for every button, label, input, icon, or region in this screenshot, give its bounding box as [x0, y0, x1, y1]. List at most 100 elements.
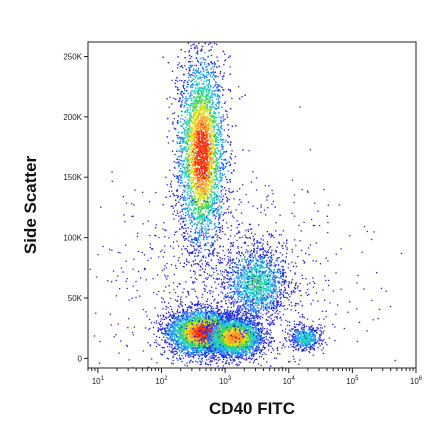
- event-dot: [219, 226, 222, 229]
- event-dot: [182, 170, 184, 173]
- event-dot: [177, 195, 180, 197]
- event-dot: [193, 210, 195, 212]
- event-dot: [224, 193, 227, 195]
- event-dot: [221, 274, 223, 276]
- event-dot: [188, 166, 191, 168]
- event-dot: [200, 215, 202, 217]
- event-dot: [186, 107, 188, 109]
- event-dot: [201, 107, 203, 109]
- event-dot: [233, 169, 235, 171]
- event-dot: [219, 229, 221, 231]
- event-dot: [184, 101, 186, 103]
- event-dot: [177, 162, 179, 164]
- event-dot: [193, 198, 195, 200]
- event-dot: [186, 150, 188, 152]
- event-dot: [199, 87, 201, 89]
- event-dot: [197, 127, 199, 129]
- event-dot: [194, 119, 196, 121]
- event-dot: [209, 180, 211, 182]
- event-dot: [193, 155, 195, 157]
- event-dot: [182, 203, 184, 206]
- event-dot: [206, 139, 208, 141]
- event-dot: [181, 160, 183, 162]
- event-dot: [210, 49, 212, 51]
- event-dot: [182, 172, 184, 174]
- event-dot: [179, 79, 181, 81]
- event-dot: [173, 218, 175, 220]
- event-dot: [197, 212, 199, 214]
- event-dot: [199, 189, 201, 191]
- event-dot: [215, 98, 218, 100]
- event-dot: [211, 207, 213, 210]
- event-dot: [198, 239, 200, 241]
- event-dot: [199, 123, 201, 125]
- event-dot: [194, 156, 197, 158]
- event-dot: [184, 102, 186, 105]
- event-dot: [193, 249, 196, 251]
- event-dot: [180, 159, 182, 161]
- event-dot: [198, 245, 200, 247]
- event-dot: [203, 103, 206, 106]
- event-dot: [202, 121, 204, 123]
- event-dot: [208, 139, 210, 141]
- event-dot: [204, 226, 206, 228]
- event-dot: [189, 74, 191, 76]
- event-dot: [199, 168, 201, 170]
- event-dot: [178, 150, 180, 152]
- event-dot: [205, 244, 207, 247]
- event-dot: [211, 223, 213, 225]
- event-dot: [207, 191, 209, 193]
- event-dot: [212, 213, 214, 215]
- event-dot: [198, 107, 201, 109]
- event-dot: [176, 285, 178, 288]
- event-dot: [217, 162, 220, 164]
- event-dot: [215, 140, 217, 142]
- event-dot: [179, 137, 181, 139]
- event-dot: [205, 120, 208, 122]
- event-dot: [201, 219, 203, 221]
- event-dot: [199, 121, 201, 123]
- event-dot: [223, 158, 225, 161]
- event-dot: [198, 172, 200, 174]
- event-dot: [203, 126, 205, 128]
- event-dot: [198, 100, 200, 103]
- event-dot: [184, 116, 187, 119]
- event-dot: [178, 159, 180, 161]
- event-dot: [181, 95, 184, 97]
- event-dot: [217, 98, 220, 100]
- event-dot: [221, 177, 223, 179]
- event-dot: [221, 86, 223, 89]
- event-dot: [180, 132, 183, 134]
- event-dot: [177, 64, 179, 66]
- event-dot: [202, 256, 204, 258]
- event-dot: [200, 189, 202, 192]
- event-dot: [214, 223, 216, 225]
- event-dot: [194, 255, 196, 257]
- event-dot: [194, 157, 196, 159]
- event-dot: [213, 78, 215, 80]
- event-dot: [192, 281, 194, 283]
- event-dot: [202, 116, 204, 118]
- event-dot: [204, 127, 206, 129]
- event-dot: [201, 94, 203, 96]
- event-dot: [189, 64, 191, 66]
- event-dot: [192, 127, 194, 130]
- event-dot: [189, 91, 192, 93]
- event-dot: [214, 165, 216, 168]
- event-dot: [193, 107, 195, 110]
- event-dot: [201, 207, 204, 209]
- event-dot: [190, 140, 192, 142]
- event-dot: [208, 73, 210, 75]
- event-dot: [186, 170, 189, 172]
- event-dot: [200, 166, 202, 168]
- event-dot: [187, 182, 189, 184]
- event-dot: [200, 180, 202, 182]
- event-dot: [195, 161, 198, 163]
- events-layer: [89, 42, 403, 370]
- event-dot: [215, 158, 217, 160]
- event-dot: [209, 205, 211, 207]
- event-dot: [200, 117, 202, 119]
- event-dot: [184, 189, 187, 191]
- event-dot: [194, 212, 197, 214]
- event-dot: [196, 138, 198, 140]
